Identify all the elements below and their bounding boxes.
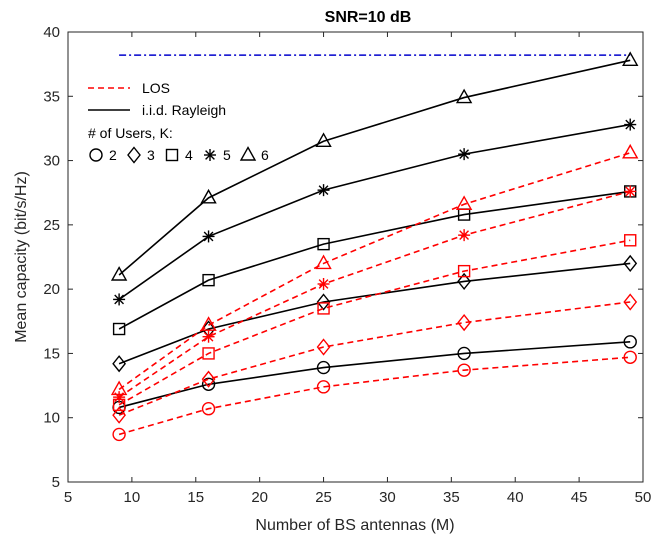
- y-tick-label-7: 40: [43, 24, 60, 41]
- legend-marker-diamond: [127, 146, 141, 164]
- legend-marker-triangle: [239, 146, 257, 161]
- point-los-k5-0: [113, 391, 126, 404]
- point-los-k3-2: [316, 338, 331, 356]
- x-tick-label-2: 15: [187, 489, 204, 506]
- legend-user-label-1: 3: [147, 147, 155, 163]
- point-los-k2-1: [201, 402, 216, 416]
- point-los-k4-2: [317, 302, 330, 315]
- x-tick-label-8: 45: [571, 489, 588, 506]
- point-los-k3-3: [457, 313, 472, 332]
- series-rayleigh-k6: [110, 51, 639, 281]
- point-rayleigh-k4-1: [202, 273, 215, 287]
- point-los-k2-0: [112, 427, 126, 442]
- point-los-k5-1: [202, 330, 215, 343]
- point-rayleigh-k6-0: [110, 266, 128, 281]
- point-rayleigh-k5-0: [113, 293, 126, 306]
- series-rayleigh-k5: [113, 118, 637, 306]
- point-los-k2-3: [457, 363, 471, 377]
- point-los-k2-4: [623, 350, 637, 364]
- x-tick-label-5: 30: [379, 489, 396, 506]
- point-los-k3-4: [623, 293, 638, 311]
- point-rayleigh-k5-4: [624, 118, 637, 131]
- legend-rayleigh-label: i.i.d. Rayleigh: [142, 102, 226, 118]
- point-los-k5-3: [458, 229, 471, 242]
- series-los-k2: [112, 350, 637, 442]
- point-rayleigh-k2-2: [316, 360, 331, 375]
- point-los-k6-1: [200, 316, 217, 331]
- legend-marker-asterisk: [204, 149, 216, 161]
- legend-user-label-0: 2: [109, 147, 117, 163]
- point-los-k4-3: [457, 264, 471, 278]
- series-los-k4: [112, 234, 637, 412]
- point-rayleigh-k3-0: [112, 355, 127, 373]
- point-rayleigh-k2-4: [623, 335, 637, 349]
- x-tick-label-1: 10: [124, 489, 141, 506]
- y-tick-label-2: 15: [43, 345, 60, 362]
- point-rayleigh-k5-2: [317, 184, 330, 197]
- point-rayleigh-k5-1: [202, 230, 215, 243]
- legend-user-label-3: 5: [223, 147, 231, 163]
- series-los-k5: [113, 185, 637, 404]
- point-los-k6-3: [455, 195, 473, 210]
- x-tick-label-3: 20: [251, 489, 268, 506]
- line-los-k2: [118, 356, 631, 436]
- x-tick-label-4: 25: [315, 489, 332, 506]
- chart-title: SNR=10 dB: [325, 9, 412, 26]
- point-los-k2-2: [316, 380, 331, 394]
- point-los-k3-0: [112, 406, 127, 424]
- legend-user-label-2: 4: [185, 147, 193, 163]
- y-tick-label-6: 35: [43, 88, 60, 105]
- legend: LOS i.i.d. Rayleigh # of Users, K: 2 3 4 5 6: [88, 80, 269, 164]
- x-tick-label-0: 5: [64, 489, 72, 506]
- y-tick-label-5: 30: [43, 153, 60, 170]
- point-rayleigh-k4-0: [112, 322, 126, 336]
- line-rayleigh-k3: [118, 262, 631, 365]
- y-tick-label-0: 5: [52, 474, 60, 491]
- legend-marker-square: [165, 148, 179, 162]
- legend-user-label-4: 6: [261, 147, 269, 163]
- legend-users-heading: # of Users, K:: [88, 125, 173, 141]
- point-rayleigh-k6-4: [622, 51, 639, 66]
- series-rayleigh-k3: [112, 254, 638, 373]
- point-rayleigh-k4-2: [317, 237, 330, 251]
- y-axis-label: Mean capacity (bit/s/Hz): [13, 171, 30, 343]
- point-los-k6-2: [315, 254, 332, 270]
- x-axis-label: Number of BS antennas (M): [255, 517, 454, 534]
- point-los-k6-4: [622, 143, 639, 159]
- line-rayleigh-k4: [118, 190, 631, 330]
- point-rayleigh-k2-3: [457, 346, 471, 361]
- y-tick-label-1: 10: [43, 410, 60, 427]
- series-los-k6: [110, 143, 639, 396]
- point-rayleigh-k5-3: [458, 148, 471, 161]
- line-los-k3: [118, 301, 631, 416]
- point-rayleigh-k3-2: [316, 293, 331, 311]
- point-rayleigh-k6-3: [455, 88, 473, 104]
- legend-marker-circle: [89, 148, 103, 162]
- legend-los-label: LOS: [142, 80, 170, 96]
- point-los-k5-4: [624, 185, 637, 198]
- point-los-k4-4: [624, 234, 637, 247]
- y-tick-label-4: 25: [43, 217, 60, 234]
- point-los-k4-1: [202, 347, 215, 360]
- series-group: [110, 51, 639, 442]
- point-los-k3-1: [201, 370, 216, 388]
- point-rayleigh-k6-1: [200, 188, 217, 204]
- y-tick-label-3: 20: [43, 281, 60, 298]
- point-rayleigh-k3-3: [457, 272, 472, 291]
- point-rayleigh-k2-1: [201, 377, 216, 391]
- line-los-k6: [118, 152, 631, 391]
- legend-users: 2 3 4 5 6: [89, 146, 269, 164]
- x-tick-label-9: 50: [635, 489, 652, 506]
- line-rayleigh-k6: [118, 59, 631, 276]
- plot-area: [67, 31, 644, 483]
- point-rayleigh-k6-2: [315, 132, 332, 147]
- point-los-k5-2: [317, 278, 330, 290]
- x-tick-label-7: 40: [507, 489, 524, 506]
- point-los-k6-0: [110, 380, 128, 396]
- x-tick-label-6: 35: [443, 489, 460, 506]
- series-los-k3: [112, 293, 638, 424]
- point-rayleigh-k3-4: [623, 254, 638, 273]
